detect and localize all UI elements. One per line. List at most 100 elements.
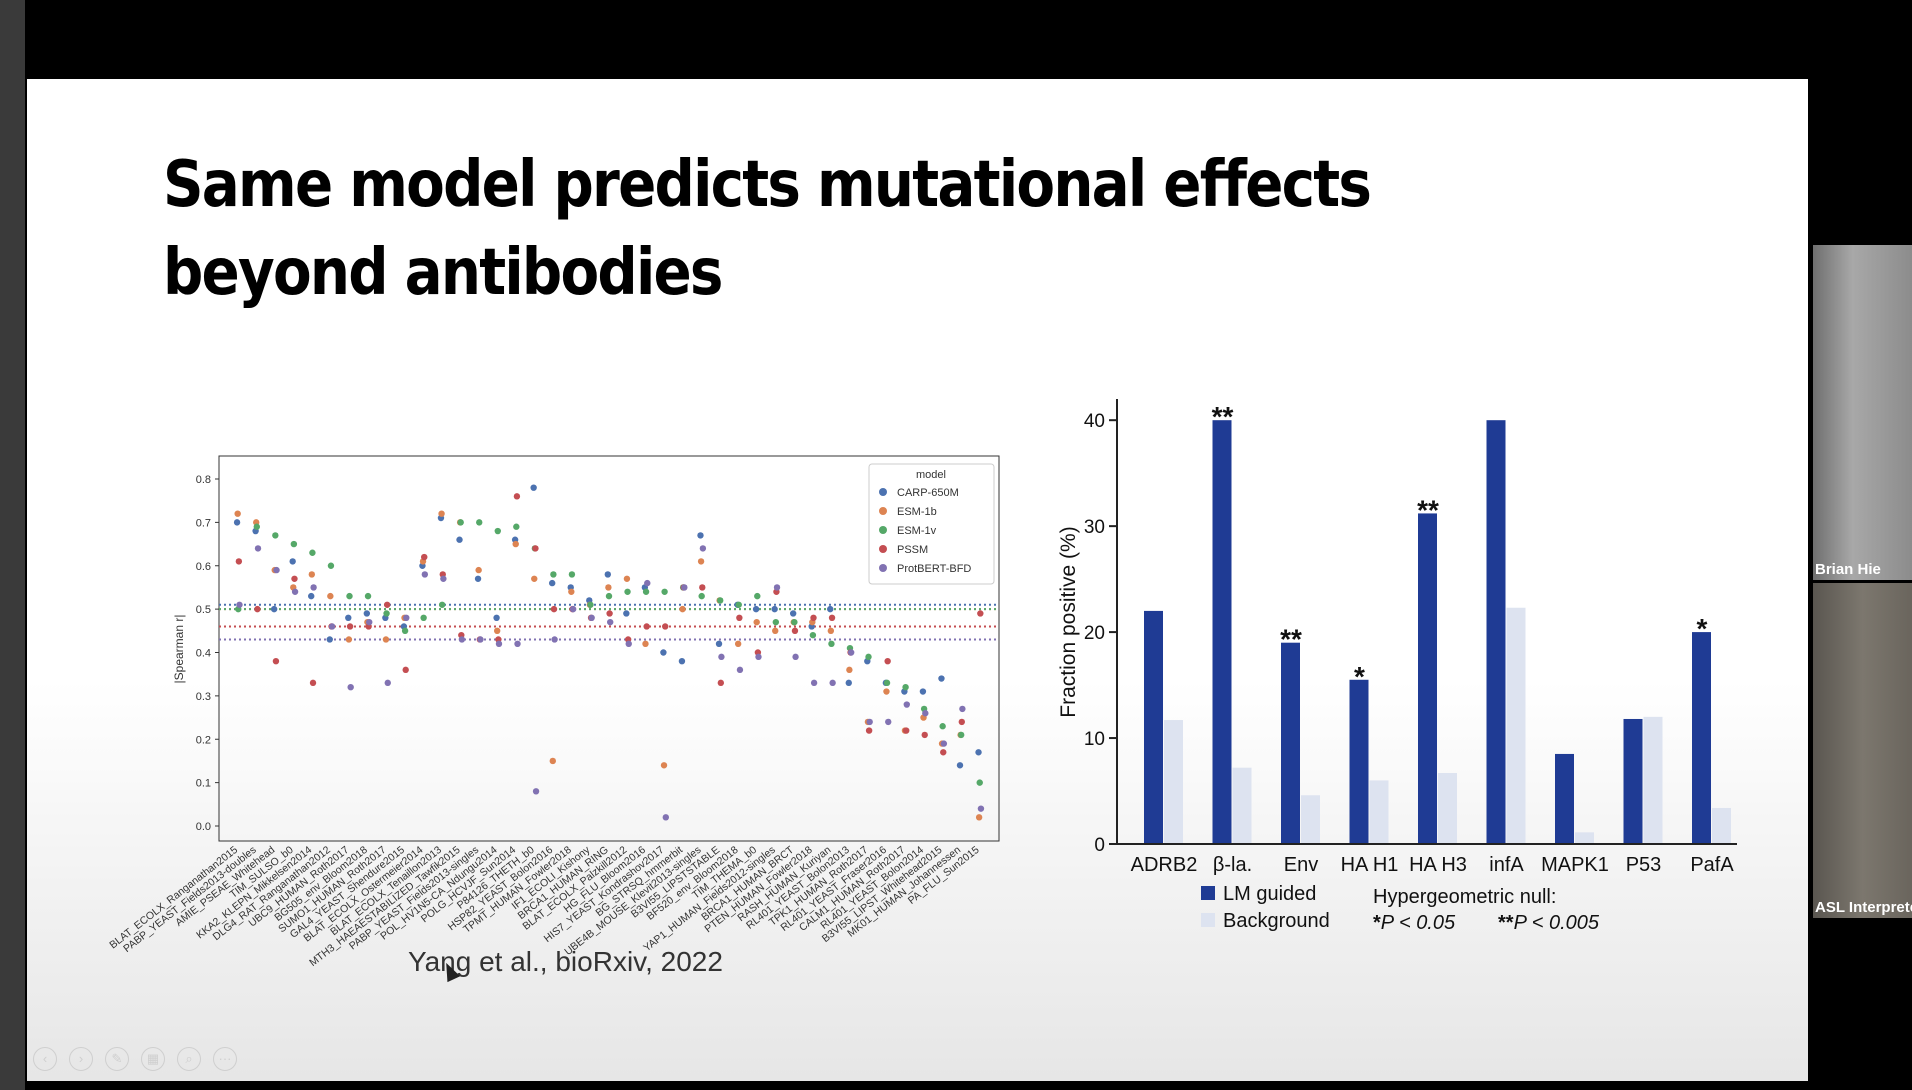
scatter-legend-marker: [879, 526, 887, 534]
significance-marker: *: [1354, 661, 1365, 692]
scatter-point: [735, 601, 742, 608]
bar-lm-guided: [1144, 610, 1163, 844]
more-icon[interactable]: ···: [213, 1047, 237, 1071]
bar-background: [1712, 807, 1731, 844]
scatter-point: [440, 575, 447, 582]
scatter-point: [346, 592, 353, 600]
participant-name: Brian Hie: [1815, 561, 1881, 578]
scatter-point: [642, 640, 649, 648]
bar-lm-guided: [1486, 420, 1506, 844]
scatter-point: [755, 653, 762, 661]
bar-lm-guided: [1418, 513, 1437, 844]
scatter-point: [791, 618, 798, 626]
scatter-point: [828, 614, 836, 621]
scatter-point: [346, 623, 354, 630]
scatter-point: [845, 679, 852, 687]
bar-x-tick-label: Env: [1284, 854, 1318, 876]
bar-background: [1164, 720, 1183, 844]
participant-tile-brian[interactable]: Brian Hie: [1813, 245, 1912, 580]
scatter-point: [382, 636, 390, 643]
scatter-point: [270, 605, 278, 613]
scatter-point: [661, 588, 668, 595]
significance-note: **P < 0.005: [1498, 912, 1600, 934]
scatter-point: [401, 627, 409, 635]
scatter-point: [718, 653, 725, 661]
scatter-point: [384, 679, 391, 687]
scatter-point: [940, 740, 948, 747]
scatter-point: [975, 749, 982, 756]
scatter-point: [940, 749, 947, 756]
hypergeometric-note-title: Hypergeometric null:: [1373, 886, 1556, 908]
scatter-point: [902, 684, 909, 691]
scatter-point: [402, 666, 409, 674]
bar-y-axis-label: Fraction positive (%): [1057, 526, 1080, 717]
scatter-y-axis-label: |Spearman r|: [172, 615, 186, 684]
scatter-point: [514, 640, 521, 648]
bar-background: [1369, 780, 1389, 844]
scatter-point: [272, 657, 280, 665]
scatter-point: [977, 610, 984, 617]
scatter-point: [662, 623, 669, 630]
scatter-point: [309, 549, 316, 556]
scatter-point: [922, 710, 929, 717]
significance-marker: **: [1417, 494, 1439, 525]
scatter-point: [253, 523, 261, 530]
scatter-point: [752, 605, 760, 613]
scatter-point: [309, 679, 317, 687]
bar-legend-swatch: [1201, 886, 1215, 900]
prev-icon[interactable]: ‹: [33, 1047, 57, 1071]
scatter-point: [420, 614, 427, 621]
scatter-point: [363, 610, 371, 617]
scatter-point: [734, 640, 742, 648]
scatter-point: [607, 618, 614, 626]
scatter-point: [715, 640, 723, 648]
slides-icon[interactable]: ▦: [141, 1047, 165, 1071]
scatter-point: [551, 636, 558, 643]
scatter-point: [771, 605, 778, 613]
scatter-y-tick-label: 0.6: [196, 561, 211, 573]
scatter-point: [939, 723, 946, 730]
bar-x-tick-label: infA: [1489, 854, 1524, 876]
scatter-point: [976, 779, 983, 786]
scatter-point: [810, 614, 817, 621]
scatter-point: [550, 605, 558, 613]
scatter-chart: 0.0 0.1 0.2 0.3 0.4 0.5 0.6 0.7 0.8 |Spearman r|…: [107, 455, 1000, 969]
participant-tile-interpreter[interactable]: ASL Interprete: [1813, 583, 1912, 918]
scatter-point: [474, 575, 482, 582]
bar-x-tick-label: P53: [1626, 854, 1662, 876]
scatter-point: [548, 579, 556, 587]
bar-lm-guided: [1692, 632, 1711, 844]
scatter-legend-marker: [879, 564, 887, 572]
scatter-point: [568, 588, 575, 595]
scatter-point: [383, 601, 391, 608]
scatter-point: [681, 584, 688, 591]
scatter-point: [919, 688, 927, 695]
zoom-icon[interactable]: ⌕: [177, 1047, 201, 1071]
bar-y-tick-label: 30: [1084, 517, 1105, 538]
scatter-point: [697, 532, 704, 539]
scatter-point: [458, 636, 466, 643]
scatter-point: [865, 653, 872, 661]
scatter-point: [938, 675, 945, 682]
scatter-legend-marker: [879, 545, 887, 553]
scatter-point: [308, 571, 316, 578]
bar-background: [1232, 767, 1252, 844]
scatter-point: [643, 623, 650, 630]
scatter-point: [827, 605, 834, 613]
scatter-point: [847, 649, 855, 656]
scatter-point: [513, 523, 520, 530]
scatter-legend-marker: [879, 507, 887, 515]
next-icon[interactable]: ›: [69, 1047, 93, 1071]
scatter-point: [866, 718, 873, 726]
pen-icon[interactable]: ✎: [105, 1047, 129, 1071]
scatter-point: [254, 545, 262, 552]
scatter-point: [883, 688, 890, 695]
scatter-point: [568, 571, 576, 578]
scatter-legend-title: model: [916, 469, 946, 481]
scatter-legend-marker: [879, 488, 887, 496]
scatter-point: [679, 605, 686, 613]
scatter-point: [699, 545, 707, 552]
scatter-legend-label: ESM-1b: [897, 506, 937, 518]
bar-x-tick-label: HA H1: [1341, 854, 1399, 876]
scatter-point: [477, 636, 484, 643]
